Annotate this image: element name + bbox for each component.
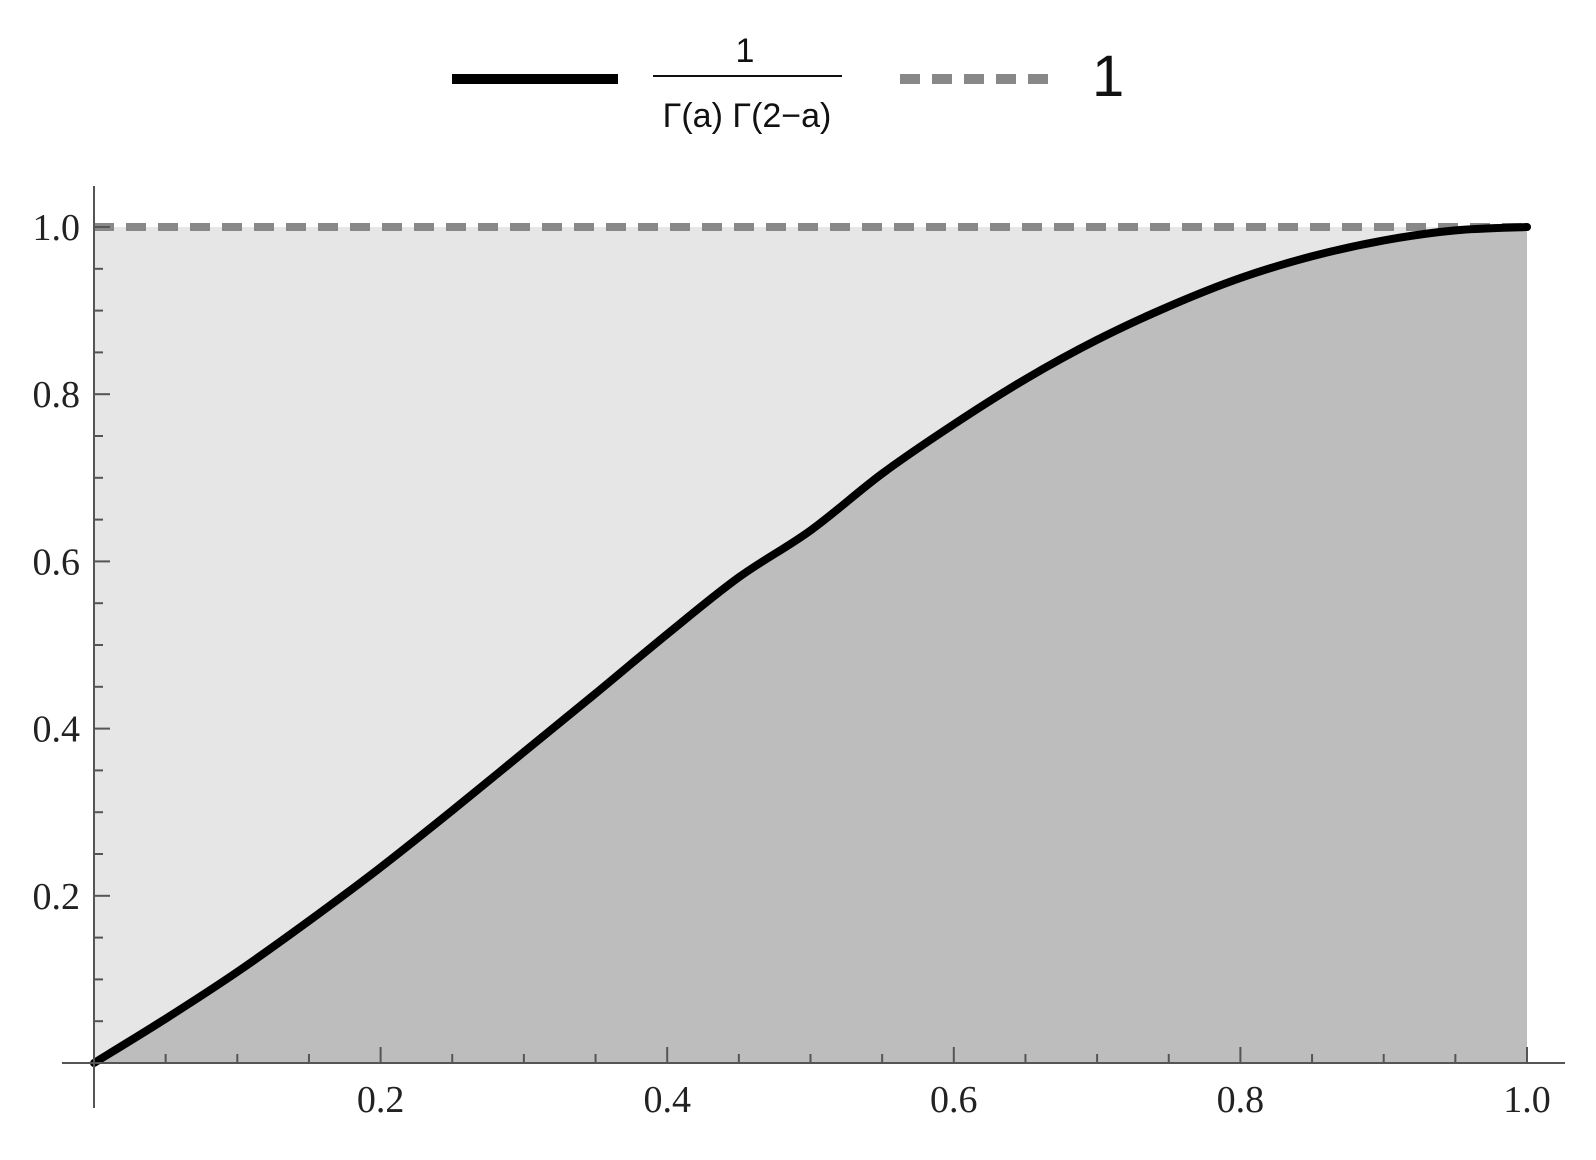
y-tick-label: 0.8 (33, 374, 81, 416)
x-tick-labels: 0.2 0.4 0.6 0.8 1.0 (357, 1079, 1551, 1121)
plot-area (90, 223, 1531, 1067)
legend-label-denominator: Γ(a) Γ(2−a) (663, 97, 832, 135)
x-tick-label: 0.8 (1217, 1079, 1265, 1121)
x-tick-label: 1.0 (1503, 1079, 1551, 1121)
y-tick-label: 0.6 (33, 541, 81, 583)
x-ticks (164, 1047, 1528, 1063)
x-tick-label: 0.2 (357, 1079, 405, 1121)
y-tick-label: 0.2 (33, 876, 81, 918)
legend-label-numerator: 1 (736, 32, 755, 70)
y-tick-label: 1.0 (33, 207, 81, 249)
series-line-0 (90, 223, 1531, 1067)
axes: 0.2 0.4 0.6 0.8 1.0 0.2 0.4 0.6 0.8 1.0 (33, 186, 1565, 1121)
y-ticks (94, 226, 110, 1023)
x-tick-label: 0.6 (930, 1079, 978, 1121)
legend: 1 Γ(a) Γ(2−a) 1 (452, 32, 1124, 135)
y-tick-labels: 0.2 0.4 0.6 0.8 1.0 (33, 207, 81, 918)
x-tick-label: 0.4 (643, 1079, 691, 1121)
y-tick-label: 0.4 (33, 709, 81, 751)
legend-label-one: 1 (1092, 44, 1124, 109)
lower-filled-region (94, 227, 1527, 1063)
